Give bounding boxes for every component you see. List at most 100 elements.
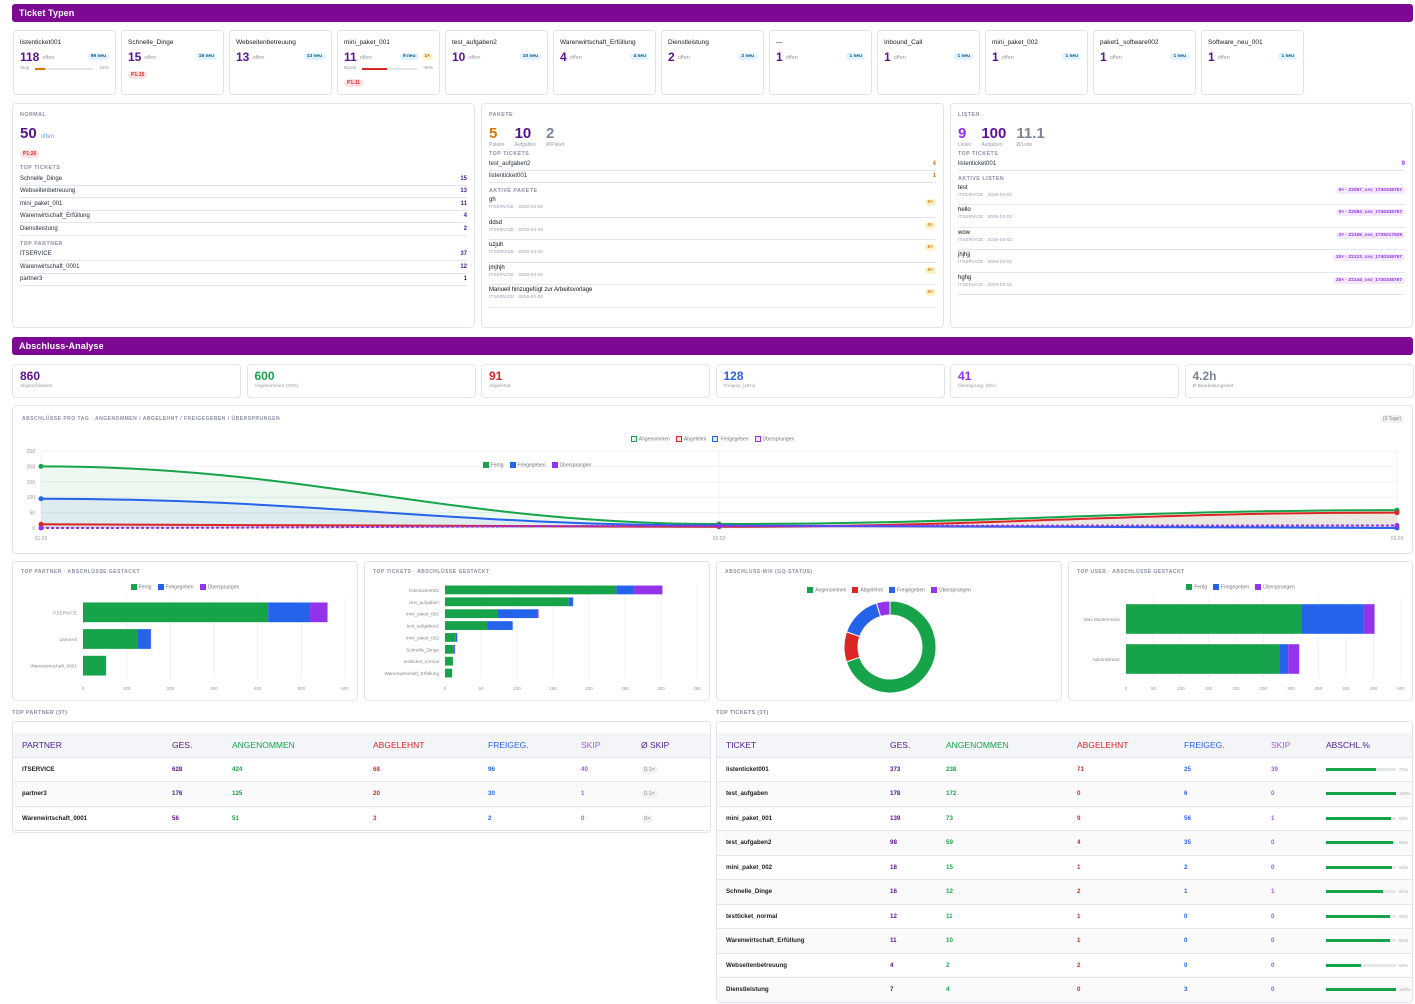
table-row[interactable]: Warenwirtschaft_0001 56 51 3 2 0 0× [13, 806, 710, 831]
column-header[interactable]: FREIGEG. [1175, 733, 1262, 758]
column-header[interactable]: ABGELEHNT [1068, 733, 1175, 758]
ticket-type-card[interactable]: Inbound_Call 1 offen 1 neu [877, 30, 980, 95]
table-row[interactable]: testticket_normal 12 11 1 0 0 92% [717, 904, 1412, 929]
table-row[interactable]: Webseitenbetreuung 4 2 2 0 0 50% [717, 953, 1412, 978]
table-row[interactable]: partner3 176 125 20 30 1 0.1× [13, 781, 710, 807]
legend-item[interactable]: Freigegeben [888, 587, 925, 593]
legend-item[interactable]: Angenommen [807, 587, 846, 593]
active-item-badge: 0× · Z2057_csv_1740345767 [1335, 186, 1405, 194]
column-header[interactable]: SKIP [1262, 733, 1317, 758]
priority-badge: P1:26 [20, 150, 40, 158]
stat-label: Aufgaben [981, 142, 1003, 148]
bar-segment [445, 656, 453, 666]
ticket-type-card[interactable]: test_aufgaben2 10 offen 10 neu [445, 30, 548, 95]
list-item[interactable]: test_aufgaben2 4 [489, 158, 936, 171]
legend-item[interactable]: Übersprungen [754, 436, 794, 442]
priority-badge: P1:15 [128, 71, 148, 79]
ticket-type-card[interactable]: Webseitenbetreuung 13 offen 13 neu [229, 30, 332, 95]
list-item[interactable]: Webseitenbetreuung 13 [20, 186, 467, 198]
column-header[interactable]: TICKET [717, 733, 881, 758]
bar-track [1326, 865, 1396, 869]
active-item[interactable]: test ITSERVICE · 2026-03-02 0× · Z2057_csv… [958, 183, 1405, 205]
list-item[interactable]: ITSERVICE 37 [20, 249, 467, 261]
legend-item[interactable]: Abgelehnt [675, 436, 706, 442]
active-item[interactable]: jmjhjh ITSERVICE · 2026-03-02 5× [489, 263, 936, 285]
legend-item[interactable]: Übersprungen [199, 584, 239, 590]
ticket-type-card[interactable]: Schnelle_Dinge 15 offen 15 neu P1:15 [121, 30, 224, 95]
table-row[interactable]: Warenwirtschaft_Erfüllung 11 10 1 0 0 91% [717, 928, 1412, 954]
ticket-type-card[interactable]: listenticket001 118 offen 99 neu Skip 16% [13, 30, 116, 95]
normal-panel: NORMAL 50 offen P1:26 TOP TICKETS Schnelle_Di… [12, 103, 475, 328]
bar-fill [1326, 767, 1376, 771]
active-item[interactable]: wow ITSERVICE · 2026-03-02 2× · Z2105_csv_… [958, 228, 1405, 250]
legend-item[interactable]: Freigegeben [157, 584, 194, 590]
list-item[interactable]: Dienstleistung 2 [20, 223, 467, 236]
x-tick-label: 0 [82, 686, 85, 691]
active-item[interactable]: gh ITSERVICE · 2026-03-02 0× [489, 195, 936, 218]
chart-legend: Fertig Freigegeben Übersprungen [13, 584, 357, 590]
legend-item[interactable]: Freigegeben [712, 436, 749, 442]
list-item[interactable]: Schnelle_Dinge 15 [20, 173, 467, 186]
list-item[interactable]: partner3 1 [20, 274, 467, 286]
ticket-type-card[interactable]: mini_paket_001 11 offen 9 neu 1× Boost 45% P1:1… [337, 30, 440, 95]
table-row[interactable]: test_aufgaben 178 172 0 6 0 100% [717, 781, 1412, 807]
column-header[interactable]: FREIGEG. [479, 733, 572, 758]
table-cell: 100% [1317, 977, 1412, 1002]
table-row[interactable]: ITSERVICE 628 424 68 96 40 0.1× [13, 757, 710, 782]
table-row[interactable]: test_aufgaben2 98 59 4 35 0 96% [717, 830, 1412, 856]
active-item[interactable]: hghg ITSERVICE · 2026-03-02 20× · Z2144_cs… [958, 273, 1405, 295]
ticket-type-card[interactable]: paket1_software002 1 offen 1 neu [1093, 30, 1196, 95]
legend-item[interactable]: Übersprungen [1255, 584, 1295, 590]
ticket-type-card[interactable]: mini_paket_002 1 offen 1 neu [985, 30, 1088, 95]
active-item[interactable]: uzjuh ITSERVICE · 2026-03-02 5× [489, 240, 936, 263]
ticket-count-row: 1 offen 1 neu [992, 50, 1081, 64]
list-item[interactable]: mini_paket_001 11 [20, 198, 467, 211]
legend-item[interactable]: Freigegeben [1213, 584, 1249, 590]
ticket-types-header: Ticket Typen [12, 4, 1413, 22]
ticket-type-card[interactable]: Dienstleistung 2 offen 2 neu [661, 30, 764, 95]
list-item[interactable]: listenticket001 9 [958, 158, 1405, 171]
list-item[interactable]: Warenwirtschaft_0001 12 [20, 261, 467, 274]
ticket-type-card[interactable]: — 1 offen 1 neu [769, 30, 872, 95]
table-row[interactable]: mini_paket_001 139 73 9 56 1 93% [717, 806, 1412, 831]
table-row[interactable]: mini_paket_002 18 15 1 2 0 94% [717, 855, 1412, 880]
legend-item[interactable]: Fertig [130, 584, 152, 590]
table-row[interactable]: Schnelle_Dinge 16 12 2 1 1 81% [717, 879, 1412, 905]
y-tick-label: 50 [29, 511, 35, 517]
column-header[interactable]: ANGENOMMEN [937, 733, 1068, 758]
legend-swatch [852, 587, 859, 593]
column-header[interactable]: GES. [163, 733, 223, 758]
table-row[interactable]: listenticket001 373 238 71 25 39 71% [717, 757, 1412, 782]
active-item[interactable]: hello ITSERVICE · 2026-03-02 0× · Z2084_cs… [958, 205, 1405, 228]
ticket-type-card[interactable]: Software_neu_001 1 offen 1 neu [1201, 30, 1304, 95]
column-header[interactable]: PARTNER [13, 733, 163, 758]
list-item[interactable]: listenticket001 1 [489, 171, 936, 183]
completion-bar: 94% [1326, 865, 1412, 870]
legend-item[interactable]: Fertig [1186, 584, 1207, 590]
column-header[interactable]: Ø SKIP [632, 733, 710, 758]
legend-item[interactable]: Angenommen [630, 436, 670, 442]
table-cell: 373 [881, 757, 937, 782]
table-row[interactable]: Dienstleistung 7 4 0 3 0 100% [717, 977, 1412, 1002]
completion-bar: 91% [1326, 938, 1412, 943]
column-header[interactable]: ABGELEHNT [364, 733, 479, 758]
list-item[interactable]: Warenwirtschaft_Erfüllung 4 [20, 211, 467, 223]
column-header[interactable]: GES. [881, 733, 937, 758]
active-item[interactable]: ddsd ITSERVICE · 2026-03-02 0× [489, 218, 936, 240]
column-header[interactable]: SKIP [572, 733, 632, 758]
donut-slice [843, 631, 861, 663]
active-item[interactable]: Manuell hinzugefügt zur Arbeitsvorlage IT… [489, 285, 936, 308]
legend-item[interactable]: Übersprungen [931, 587, 971, 593]
open-label: offen [359, 54, 372, 61]
ticket-count-row: 15 offen 15 neu [128, 50, 217, 64]
column-header[interactable]: ANGENOMMEN [223, 733, 364, 758]
active-item[interactable]: jhjhjj ITSERVICE · 2026-03-02 20× · Z2123_… [958, 250, 1405, 273]
legend-swatch [931, 587, 938, 593]
active-item-meta: ITSERVICE · 2026-03-02 [489, 250, 544, 255]
legend-item[interactable]: Freigegeben [509, 462, 546, 468]
column-header[interactable]: ABSCHL.% [1317, 733, 1412, 758]
legend-item[interactable]: Abgelehnt [852, 587, 883, 593]
legend-item[interactable]: Übersprungen [551, 462, 591, 468]
legend-item[interactable]: Fertig [482, 462, 504, 468]
ticket-type-card[interactable]: Warenwirtschaft_Erfüllung 4 offen 4 neu [553, 30, 656, 95]
